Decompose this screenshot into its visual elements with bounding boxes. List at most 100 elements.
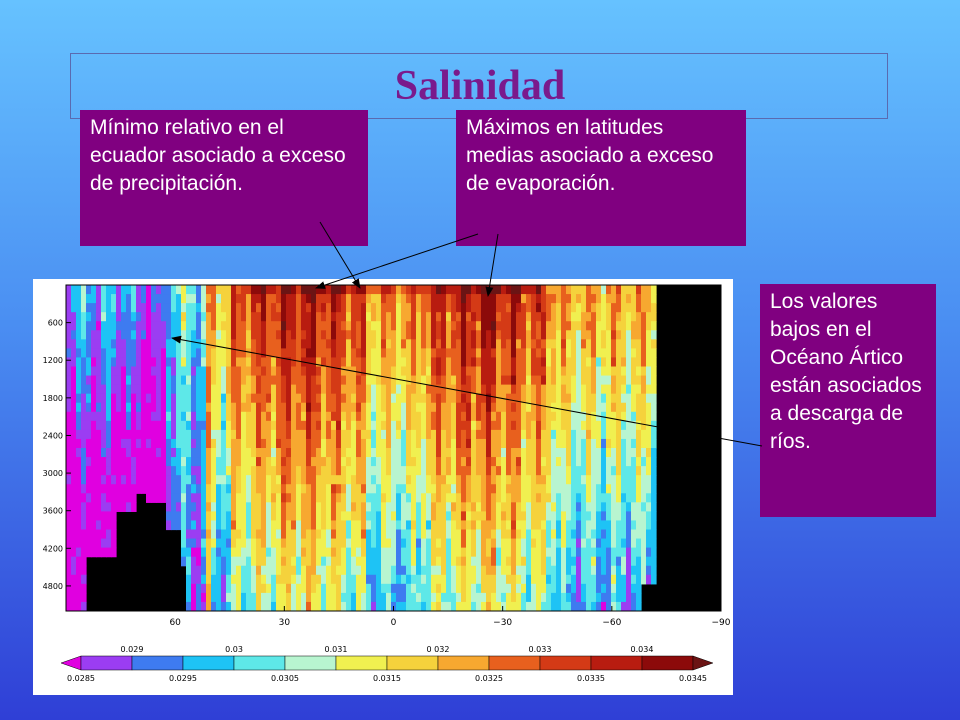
heatmap-cell [366, 574, 372, 585]
heatmap-cell [481, 348, 487, 359]
heatmap-cell [81, 502, 87, 512]
heatmap-cell [301, 529, 307, 540]
heatmap-cell [251, 457, 257, 467]
heatmap-cell [561, 393, 567, 404]
heatmap-cell [96, 348, 102, 359]
heatmap-cell [361, 547, 367, 558]
heatmap-cell [641, 366, 647, 377]
heatmap-cell [416, 493, 422, 503]
heatmap-cell [186, 285, 192, 295]
heatmap-cell [96, 303, 102, 313]
heatmap-cell [201, 574, 207, 585]
heatmap-cell [81, 429, 87, 440]
heatmap-cell [501, 402, 507, 413]
heatmap-cell [531, 294, 537, 304]
heatmap-cell [431, 429, 437, 440]
heatmap-cell [336, 411, 342, 422]
heatmap-cell [566, 457, 572, 467]
heatmap-cell [106, 484, 112, 494]
heatmap-cell [316, 457, 322, 467]
heatmap-cell [571, 321, 577, 331]
heatmap-cell [316, 538, 322, 549]
heatmap-cell [401, 529, 407, 540]
heatmap-cell [591, 511, 597, 522]
heatmap-cell [576, 393, 582, 404]
heatmap-cell [271, 429, 277, 440]
heatmap-cell [406, 574, 412, 585]
heatmap-cell [161, 294, 167, 304]
heatmap-cell [216, 529, 222, 540]
heatmap-cell [371, 520, 377, 531]
heatmap-cell [451, 538, 457, 549]
heatmap-cell [91, 493, 97, 503]
heatmap-cell [371, 574, 377, 585]
heatmap-cell [566, 429, 572, 440]
heatmap-cell [186, 348, 192, 359]
heatmap-cell [81, 375, 87, 386]
heatmap-cell [631, 529, 637, 540]
heatmap-cell [646, 330, 652, 340]
heatmap-cell [76, 321, 82, 331]
heatmap-cell [231, 520, 237, 531]
heatmap-cell [571, 438, 577, 449]
colorbar-swatch [692, 655, 714, 671]
heatmap-cell [436, 393, 442, 404]
heatmap-cell [101, 484, 107, 494]
heatmap-cell [441, 547, 447, 558]
heatmap-cell [281, 475, 287, 485]
heatmap-cell [176, 420, 182, 431]
heatmap-cell [546, 330, 552, 340]
heatmap-cell [286, 520, 292, 531]
heatmap-cell [581, 312, 587, 322]
heatmap-cell [66, 438, 72, 449]
heatmap-cell [566, 438, 572, 449]
heatmap-cell [386, 592, 392, 603]
heatmap-cell [171, 312, 177, 322]
heatmap-cell [586, 592, 592, 603]
heatmap-cell [371, 556, 377, 567]
heatmap-cell [581, 375, 587, 386]
heatmap-cell [316, 529, 322, 540]
heatmap-cell [121, 294, 127, 304]
heatmap-cell [126, 502, 132, 512]
heatmap-cell [511, 448, 517, 458]
heatmap-cell [506, 511, 512, 522]
heatmap-cell [241, 312, 247, 322]
heatmap-cell [361, 402, 367, 413]
heatmap-cell [201, 294, 207, 304]
heatmap-cell [91, 511, 97, 522]
heatmap-cell [266, 303, 272, 313]
heatmap-cell [276, 538, 282, 549]
heatmap-cell [241, 303, 247, 313]
heatmap-cell [461, 402, 467, 413]
heatmap-cell [371, 303, 377, 313]
heatmap-cell [226, 438, 232, 449]
heatmap-cell [556, 312, 562, 322]
heatmap-cell [426, 366, 432, 377]
heatmap-cell [291, 393, 297, 404]
heatmap-cell [321, 429, 327, 440]
heatmap-cell [181, 438, 187, 449]
heatmap-cell [616, 321, 622, 331]
heatmap-cell [196, 511, 202, 522]
heatmap-cell [431, 402, 437, 413]
heatmap-cell [146, 375, 152, 386]
heatmap-cell [281, 348, 287, 359]
heatmap-cell [346, 402, 352, 413]
heatmap-cell [211, 484, 217, 494]
heatmap-cell [306, 484, 312, 494]
heatmap-cell [266, 375, 272, 386]
heatmap-cell [471, 592, 477, 603]
heatmap-cell [521, 294, 527, 304]
heatmap-cell [191, 402, 197, 413]
heatmap-cell [551, 592, 557, 603]
heatmap-cell [591, 330, 597, 340]
heatmap-cell [471, 475, 477, 485]
heatmap-cell [101, 438, 107, 449]
heatmap-cell [356, 484, 362, 494]
heatmap-cell [146, 294, 152, 304]
heatmap-cell [501, 348, 507, 359]
heatmap-cell [221, 366, 227, 377]
heatmap-cell [586, 357, 592, 368]
heatmap-cell [286, 574, 292, 585]
